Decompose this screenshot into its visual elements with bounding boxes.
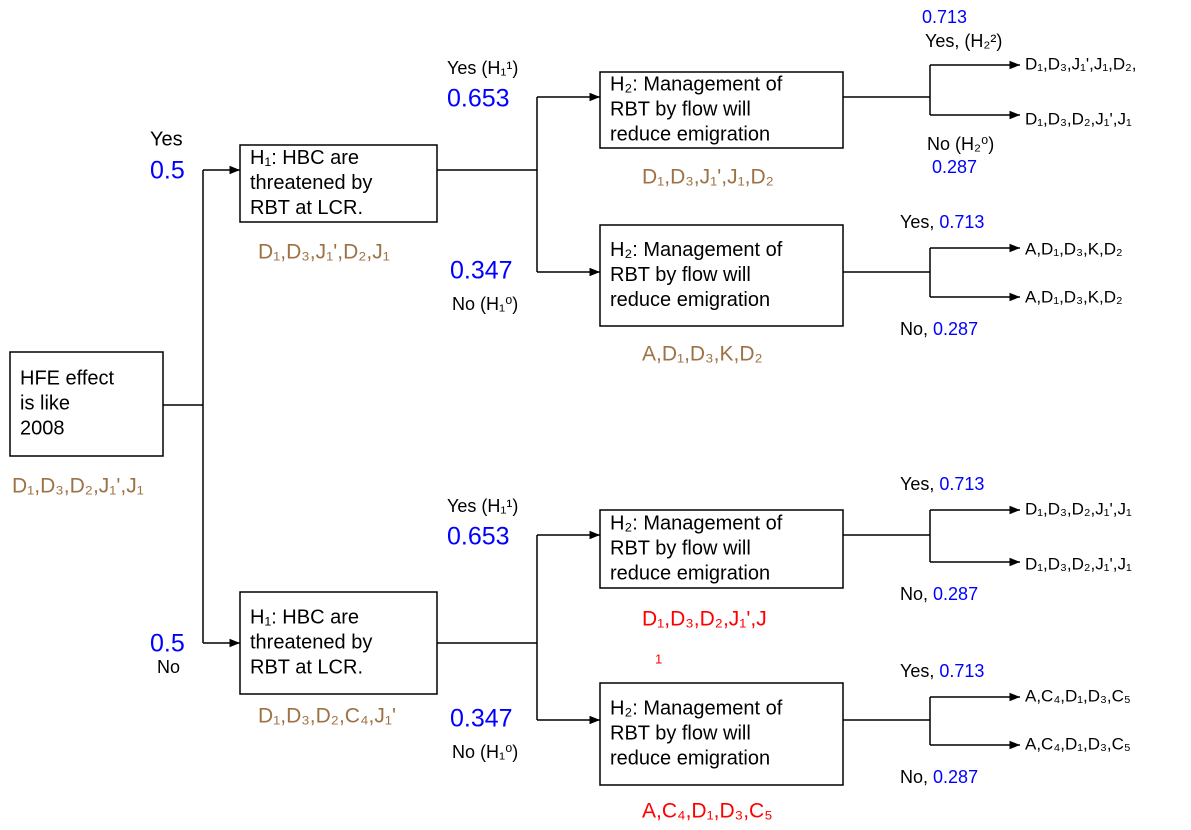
node-box: [599, 509, 844, 589]
label: RBT by flow will: [610, 722, 751, 744]
label: H₂: Management of: [610, 73, 783, 95]
answer: No,: [900, 584, 928, 604]
label: D₁,D₃,D₂,J₁',J₁: [1025, 109, 1132, 128]
outcome-label: No, 0.287: [900, 767, 978, 787]
outcome-label: Yes, 0.713: [900, 474, 984, 494]
label: H₁: HBC are: [250, 147, 359, 169]
label: D₁,D₃,D₂,J₁',J₁: [12, 475, 144, 498]
answer: Yes,: [900, 661, 934, 681]
label: A,C₄,D₁,D₃,C₅: [1025, 686, 1131, 705]
probability: 0.713: [939, 661, 984, 681]
label: A,D₁,D₃,K,D₂: [1025, 239, 1123, 258]
label: 2008: [20, 417, 65, 439]
label: reduce emigration: [610, 562, 770, 584]
label: 0.5: [150, 630, 185, 658]
label: D₁,D₃,D₂,J₁',J₁: [1025, 499, 1132, 518]
label: Yes, (H₂²): [925, 31, 1002, 51]
label: is like: [20, 392, 70, 414]
label: No (H₁⁰): [452, 294, 518, 314]
label: A,C₄,D₁,D₃,C₅: [1025, 734, 1131, 753]
label: D₁,D₃,D₂,C₄,J₁': [258, 705, 396, 728]
label: 0.5: [150, 157, 185, 185]
label: RBT by flow will: [610, 537, 751, 559]
label: 0.653: [447, 85, 510, 113]
answer: Yes,: [900, 212, 934, 232]
label: 0.347: [450, 257, 513, 285]
label: A,D₁,D₃,K,D₂: [1025, 287, 1123, 306]
probability: 0.287: [933, 319, 978, 339]
label: 0.713: [922, 7, 967, 27]
outcome-label: No, 0.287: [900, 319, 978, 339]
label: RBT by flow will: [610, 264, 751, 286]
label: D₁,D₃,J₁',J₁,D₂,: [1025, 54, 1136, 73]
probability: 0.713: [939, 474, 984, 494]
node-box: [239, 591, 438, 695]
node-box: [599, 71, 844, 149]
answer: No,: [900, 767, 928, 787]
answer: Yes,: [900, 474, 934, 494]
label: threatened by: [250, 631, 372, 653]
outcome-label: Yes, 0.713: [900, 661, 984, 681]
label: 1: [655, 651, 662, 666]
label: 0.287: [932, 157, 977, 177]
label: A,D₁,D₃,K,D₂: [642, 343, 763, 366]
node-box: [239, 144, 438, 223]
label: No (H₂⁰): [927, 134, 994, 154]
label: No: [157, 657, 180, 677]
label: RBT at LCR.: [250, 656, 363, 678]
label: Yes (H₁¹): [447, 496, 518, 516]
label: H₂: Management of: [610, 239, 783, 261]
label: D₁,D₃,D₂,J₁',J: [642, 608, 767, 631]
label: H₂: Management of: [610, 697, 783, 719]
label: Yes (H₁¹): [447, 58, 518, 78]
node-box: [9, 351, 164, 457]
label: RBT at LCR.: [250, 197, 363, 219]
node-box: [599, 682, 844, 786]
probability: 0.287: [933, 584, 978, 604]
label: 0.653: [447, 523, 510, 551]
label: D₁,D₃,D₂,J₁',J₁: [1025, 554, 1132, 573]
answer: No,: [900, 319, 928, 339]
outcome-label: No, 0.287: [900, 584, 978, 604]
label: reduce emigration: [610, 123, 770, 145]
probability: 0.713: [939, 212, 984, 232]
label: H₂: Management of: [610, 512, 783, 534]
label: threatened by: [250, 172, 372, 194]
label: No (H₁⁰): [452, 742, 518, 762]
label: A,C₄,D₁,D₃,C₅: [642, 800, 773, 823]
label: 0.347: [450, 705, 513, 733]
label: RBT by flow will: [610, 98, 751, 120]
label: D₁,D₃,J₁',J₁,D₂: [642, 166, 774, 189]
label: D₁,D₃,J₁',D₂,J₁: [258, 241, 390, 264]
node-box: [599, 224, 844, 327]
probability: 0.287: [933, 767, 978, 787]
label: Yes: [150, 128, 183, 150]
label: reduce emigration: [610, 289, 770, 311]
label: H₁: HBC are: [250, 606, 359, 628]
label: reduce emigration: [610, 747, 770, 769]
label: HFE effect: [20, 367, 115, 389]
outcome-label: Yes, 0.713: [900, 212, 984, 232]
